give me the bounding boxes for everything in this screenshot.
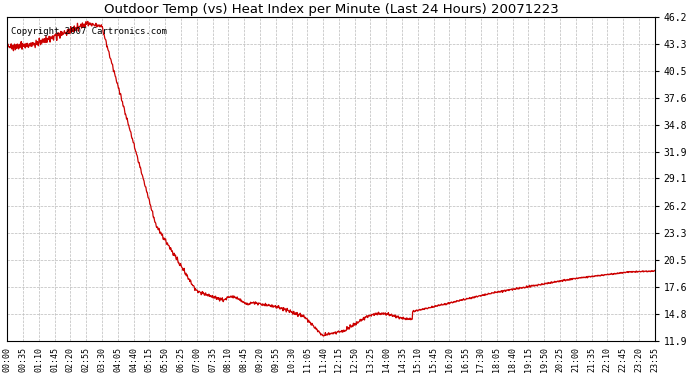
- Title: Outdoor Temp (vs) Heat Index per Minute (Last 24 Hours) 20071223: Outdoor Temp (vs) Heat Index per Minute …: [104, 3, 558, 16]
- Text: Copyright 2007 Cartronics.com: Copyright 2007 Cartronics.com: [10, 27, 166, 36]
